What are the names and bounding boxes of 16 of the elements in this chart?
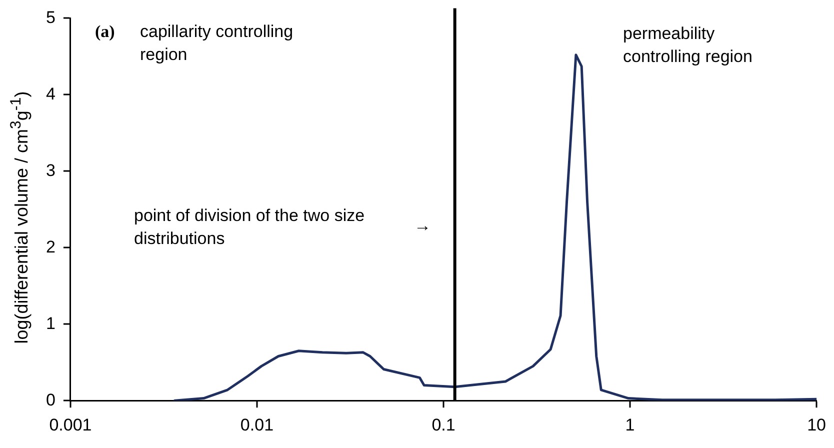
x-tick-label: 0.1 [432,415,456,434]
y-tick-label: 3 [46,160,56,180]
x-tick-label: 1 [625,415,635,434]
x-tick-label: 0.01 [240,415,274,434]
x-tick-label: 0.001 [49,415,92,434]
x-tick-label: 10 [807,415,826,434]
annotation: point of division of the two size distributions [134,205,366,250]
annotation: capillarity controlling region [140,21,294,66]
annotation: (a) [95,21,116,43]
annotation: → [414,215,432,237]
y-tick-label: 0 [46,390,56,410]
y-tick-label: 5 [46,8,56,27]
y-tick-label: 2 [46,237,56,256]
y-tick-label: 1 [46,314,56,333]
annotation: permeability controlling region [623,23,754,68]
y-tick-label: 4 [46,84,56,104]
